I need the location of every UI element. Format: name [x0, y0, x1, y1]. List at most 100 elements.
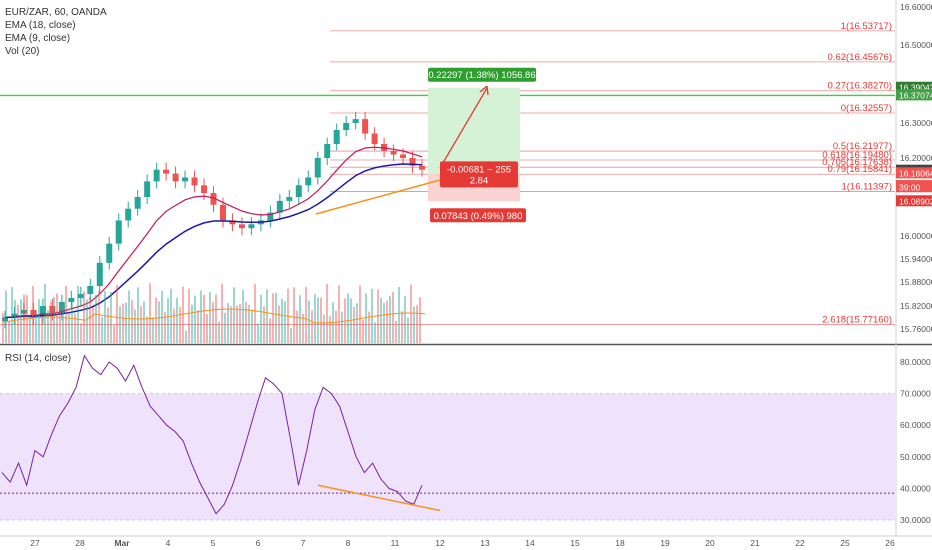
time-tick-label: 13: [480, 538, 490, 548]
candle: [11, 306, 18, 325]
volume-bar: [284, 301, 286, 343]
candle: [96, 255, 103, 294]
candle: [352, 112, 359, 130]
volume-bar: [242, 289, 244, 343]
stop-label-bg: [430, 208, 526, 223]
volume-bar: [59, 306, 61, 343]
candle-body: [30, 309, 37, 318]
volume-bar: [389, 295, 391, 343]
ema18-line: [4, 163, 423, 319]
candle-body: [210, 193, 217, 205]
candle-body: [286, 197, 293, 201]
candle-body: [182, 177, 189, 182]
rsi-legend: RSI (14, close): [5, 353, 72, 364]
candle-body: [77, 294, 84, 298]
time-tick-label: 11: [391, 538, 400, 548]
volume-bar: [374, 322, 376, 343]
volume-bar: [308, 300, 310, 343]
rsi-band: [0, 393, 895, 520]
time-tick-label: 8: [346, 538, 351, 548]
ema9-line: [4, 146, 423, 319]
candle: [20, 302, 27, 321]
price-tick-label: 15.82000: [900, 301, 932, 311]
target-arrow-line: [439, 87, 488, 169]
volume-bar: [32, 285, 34, 343]
volume-bar: [401, 311, 403, 343]
volume-bar: [152, 317, 154, 343]
rsi-line: [1, 354, 423, 515]
volume-bar: [227, 303, 229, 343]
candle-body: [305, 177, 312, 186]
candle-body: [11, 313, 18, 318]
candle-body: [219, 204, 226, 221]
volume-bar: [380, 297, 382, 343]
volume-bar: [200, 290, 202, 343]
price-tick-label: 16.00000: [900, 231, 932, 241]
volume-bar: [266, 289, 268, 343]
candle-body: [2, 317, 8, 322]
volume-bar: [56, 293, 58, 343]
price-tick-label: 16.30000: [900, 118, 932, 128]
volume-bar: [158, 301, 160, 343]
candle-body: [229, 220, 236, 225]
volume-bar: [155, 297, 157, 343]
position-profit-zone: [428, 87, 520, 174]
volume-bar: [278, 305, 280, 343]
candle-body: [238, 224, 245, 229]
volume-bar: [125, 302, 127, 343]
volume-bar: [275, 292, 277, 343]
price-pane: 1(16.53717) 0.62(16.45676) 0.27(16.38270) 0…: [0, 21, 895, 343]
candle: [238, 217, 245, 236]
time-tick-label: 26: [885, 538, 895, 548]
time-tick-label: 18: [615, 538, 625, 548]
volume-bar: [92, 307, 94, 343]
position-stop-label: 0.07843 (0.49%) 980: [430, 208, 526, 223]
volume-bar: [272, 293, 274, 343]
fib-level-label: 1(16.11397): [841, 182, 892, 193]
volume-bar: [293, 287, 295, 343]
candle: [324, 137, 331, 166]
volume-bar: [230, 306, 232, 343]
volume-bar: [323, 314, 325, 343]
volume-bar: [74, 313, 76, 343]
candle-body: [39, 306, 46, 318]
candle: [125, 201, 132, 228]
candle: [371, 127, 378, 151]
candle: [276, 193, 283, 220]
price-axis-badge: [896, 81, 932, 93]
volume-bar: [137, 287, 139, 343]
time-tick-label: 7: [301, 538, 306, 548]
time-tick-label: 27: [30, 538, 40, 548]
mid-label-text-1: -0.00681 ~ 255: [447, 164, 511, 175]
volume-bar: [326, 283, 328, 343]
volume-bar: [65, 285, 67, 343]
candle: [115, 213, 122, 251]
candle: [419, 158, 425, 177]
vol-legend: Vol (20): [5, 46, 40, 57]
volume-bar: [116, 284, 118, 343]
price-tick-label: 15.76000: [900, 324, 932, 334]
volume-bar: [86, 299, 88, 343]
candle: [210, 186, 217, 212]
volume-bar: [290, 328, 292, 343]
volume-bar: [260, 294, 262, 343]
volume-bar: [410, 284, 412, 343]
candle-body: [144, 181, 151, 197]
candle-body: [295, 185, 302, 197]
candle-body: [191, 177, 198, 186]
volume-bar: [50, 301, 52, 343]
volume-bar: [383, 302, 385, 343]
volume-bar: [356, 303, 358, 343]
volume-bar: [206, 313, 208, 343]
time-tick-label: 22: [795, 538, 805, 548]
price-axis-badge-text: 16.37074: [899, 90, 932, 100]
volume-bar: [317, 297, 319, 343]
candle-body: [134, 197, 141, 209]
volume-bar: [101, 317, 103, 343]
price-tick-label: 16.50000: [900, 40, 932, 50]
candle: [333, 123, 340, 151]
price-tick-label: 16.20000: [900, 153, 932, 163]
candle: [30, 302, 37, 325]
mid-label-text-2: 2.84: [470, 175, 489, 186]
volume-bar: [11, 287, 13, 343]
